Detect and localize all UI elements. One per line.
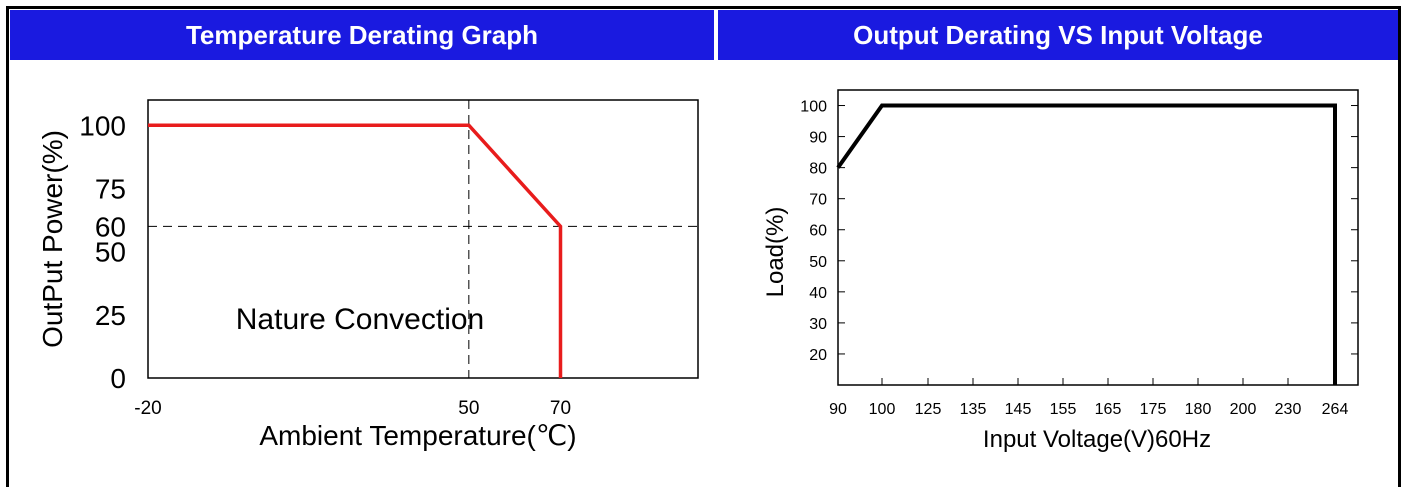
y-tick-label: 50 [809,254,827,271]
plot-frame [837,89,1359,386]
header-output-derating: Output Derating VS Input Voltage [718,10,1398,60]
y-tick-label: 100 [79,110,126,141]
x-tick-label: 90 [829,401,847,418]
y-tick-label: 70 [809,192,827,209]
y-axis-label: OutPut Power(%) [37,130,68,348]
y-tick-label: 75 [95,173,126,204]
x-tick-label: 230 [1275,401,1302,418]
x-tick-label: 175 [1140,401,1167,418]
y-tick-label: 60 [809,223,827,240]
x-tick-label: 155 [1050,401,1077,418]
y-tick-label: 80 [809,161,827,178]
x-tick-label: 50 [458,398,479,419]
y-tick-label: 50 [95,237,126,268]
x-tick-label: 165 [1095,401,1122,418]
y-tick-label: 90 [809,130,827,147]
x-tick-label: 70 [550,398,571,419]
x-axis-label: Input Voltage(V)60Hz [983,426,1211,453]
series-line-derating [148,123,563,378]
x-tick-label: 180 [1185,401,1212,418]
header-right-title: Output Derating VS Input Voltage [853,19,1263,50]
plot-frame [147,99,699,379]
x-tick-label: 200 [1230,401,1257,418]
header-temperature-derating: Temperature Derating Graph [10,10,714,60]
y-axis-label: Load(%) [762,207,789,298]
x-tick-label: 145 [1005,401,1032,418]
y-tick-label: 25 [95,300,126,331]
y-tick-label: 30 [809,316,827,333]
x-axis-label: Ambient Temperature(℃) [259,420,576,451]
y-tick-label: 20 [809,347,827,364]
output-derating-chart: 20 30 40 50 60 70 80 90 100 90 100 125 135 145 155 165 1… [762,89,1359,453]
annotation-nature-convection: Nature Convection [236,303,484,336]
x-tick-label: 264 [1322,401,1349,418]
x-tick-label: 135 [960,401,987,418]
header-left-title: Temperature Derating Graph [185,19,539,50]
series-line-load [836,103,1337,385]
x-tick-label: 100 [869,401,896,418]
outer-frame [6,6,1401,487]
x-tick-label: 125 [915,401,942,418]
y-tick-label: 60 [95,211,126,242]
y-tick-label: 40 [809,285,827,302]
y-tick-label: 0 [110,363,126,394]
x-tick-label: -20 [134,398,161,419]
y-tick-label: 100 [800,99,827,116]
